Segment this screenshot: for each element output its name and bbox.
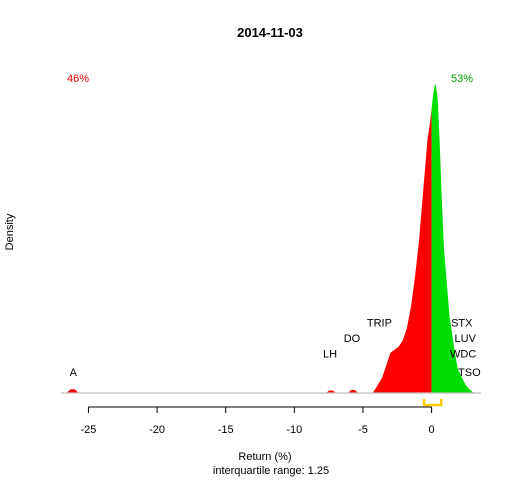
x-axis: -25 -20 -15 -10 -5 0	[80, 406, 435, 436]
negative-share-label: 46%	[67, 73, 89, 85]
density-area-positive	[431, 84, 475, 393]
positive-share-label: 53%	[451, 73, 473, 85]
density-area-negative	[347, 389, 359, 393]
x-tick-label-5: 0	[429, 424, 435, 436]
annotation-a: A	[70, 367, 78, 379]
density-area-negative	[325, 390, 337, 393]
annotation-luv: LUV	[455, 333, 477, 345]
density-area-negative	[372, 108, 432, 393]
x-tick-label-0: -25	[80, 424, 96, 436]
annotation-do: DO	[344, 333, 361, 345]
x-tick-label-2: -15	[218, 424, 234, 436]
iqr-subtitle: interquartile range: 1.25	[213, 465, 329, 477]
x-axis-label: Return (%)	[238, 451, 291, 463]
chart-title: 2014-11-03	[237, 25, 303, 40]
annotation-stx: STX	[451, 318, 473, 330]
annotation-lh: LH	[323, 348, 337, 360]
annotation-tso: TSO	[458, 367, 481, 379]
annotation-trip: TRIP	[367, 318, 392, 330]
annotation-layer: A LH DO TRIP STX LUV WDC TSO	[70, 318, 481, 379]
x-tick-label-3: -10	[286, 424, 302, 436]
x-tick-label-1: -20	[149, 424, 165, 436]
density-layer	[61, 84, 481, 407]
x-tick-label-4: -5	[358, 424, 368, 436]
annotation-wdc: WDC	[450, 348, 476, 360]
iqr-marker	[422, 399, 443, 407]
density-area-negative	[66, 389, 79, 393]
y-axis-label: Density	[4, 213, 16, 250]
